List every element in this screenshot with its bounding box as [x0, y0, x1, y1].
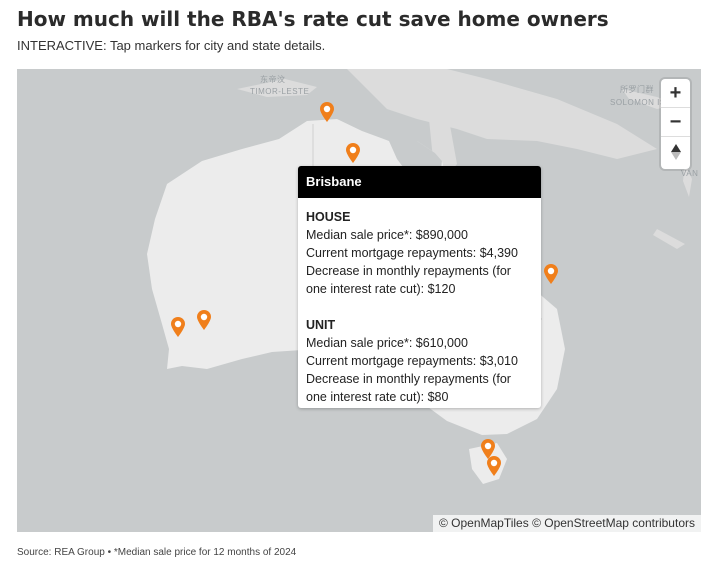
- unit-repayments: Current mortgage repayments: $3,010: [306, 354, 518, 368]
- island-timor: [237, 79, 317, 97]
- unit-heading: UNIT: [306, 318, 336, 332]
- house-repayments: Current mortgage repayments: $4,390: [306, 246, 518, 260]
- marker-perth[interactable]: [170, 316, 186, 338]
- unit-decrease-line1: Decrease in monthly repayments (for: [306, 372, 511, 386]
- label-solomon-zh: 所罗门群: [620, 85, 654, 94]
- house-median: Median sale price*: $890,000: [306, 228, 468, 242]
- label-solomon: SOLOMON IS: [610, 98, 666, 107]
- zoom-controls: + −: [661, 79, 690, 169]
- marker-tasmania[interactable]: [486, 455, 502, 477]
- zoom-in-button[interactable]: +: [661, 79, 690, 108]
- marker-darwin[interactable]: [319, 101, 335, 123]
- city-popup: Brisbane HOUSE Median sale price*: $890,…: [298, 166, 541, 408]
- reset-north-button[interactable]: [661, 137, 690, 166]
- label-vanuatu: VAN: [681, 169, 699, 178]
- unit-median: Median sale price*: $610,000: [306, 336, 468, 350]
- marker-northern-territory[interactable]: [345, 142, 361, 164]
- chart-subtitle: INTERACTIVE: Tap markers for city and st…: [17, 38, 326, 53]
- house-heading: HOUSE: [306, 210, 351, 224]
- popup-city-name: Brisbane: [298, 166, 541, 198]
- chart-title: How much will the RBA's rate cut save ho…: [17, 7, 609, 31]
- marker-western-australia[interactable]: [196, 309, 212, 331]
- label-timor-zh: 东帝汶: [260, 75, 286, 84]
- island-new-guinea: [347, 69, 657, 159]
- house-decrease-line1: Decrease in monthly repayments (for: [306, 264, 511, 278]
- house-decrease-line2: one interest rate cut): $120: [306, 282, 456, 296]
- source-note: Source: REA Group • *Median sale price f…: [17, 547, 297, 558]
- marker-hobart[interactable]: [480, 438, 496, 460]
- map-view[interactable]: 东帝汶 TIMOR-LESTE 所罗门群 SOLOMON IS VAN Bris…: [17, 69, 701, 532]
- unit-decrease-line2: one interest rate cut): $80: [306, 390, 449, 404]
- map-attribution[interactable]: © OpenMapTiles © OpenStreetMap contribut…: [432, 515, 701, 532]
- label-timor: TIMOR-LESTE: [250, 87, 310, 96]
- marker-queensland[interactable]: [543, 263, 559, 285]
- zoom-out-button[interactable]: −: [661, 108, 690, 137]
- island-vanuatu: [683, 164, 692, 197]
- island-new-caledonia: [653, 229, 685, 249]
- compass-icon: [670, 143, 681, 160]
